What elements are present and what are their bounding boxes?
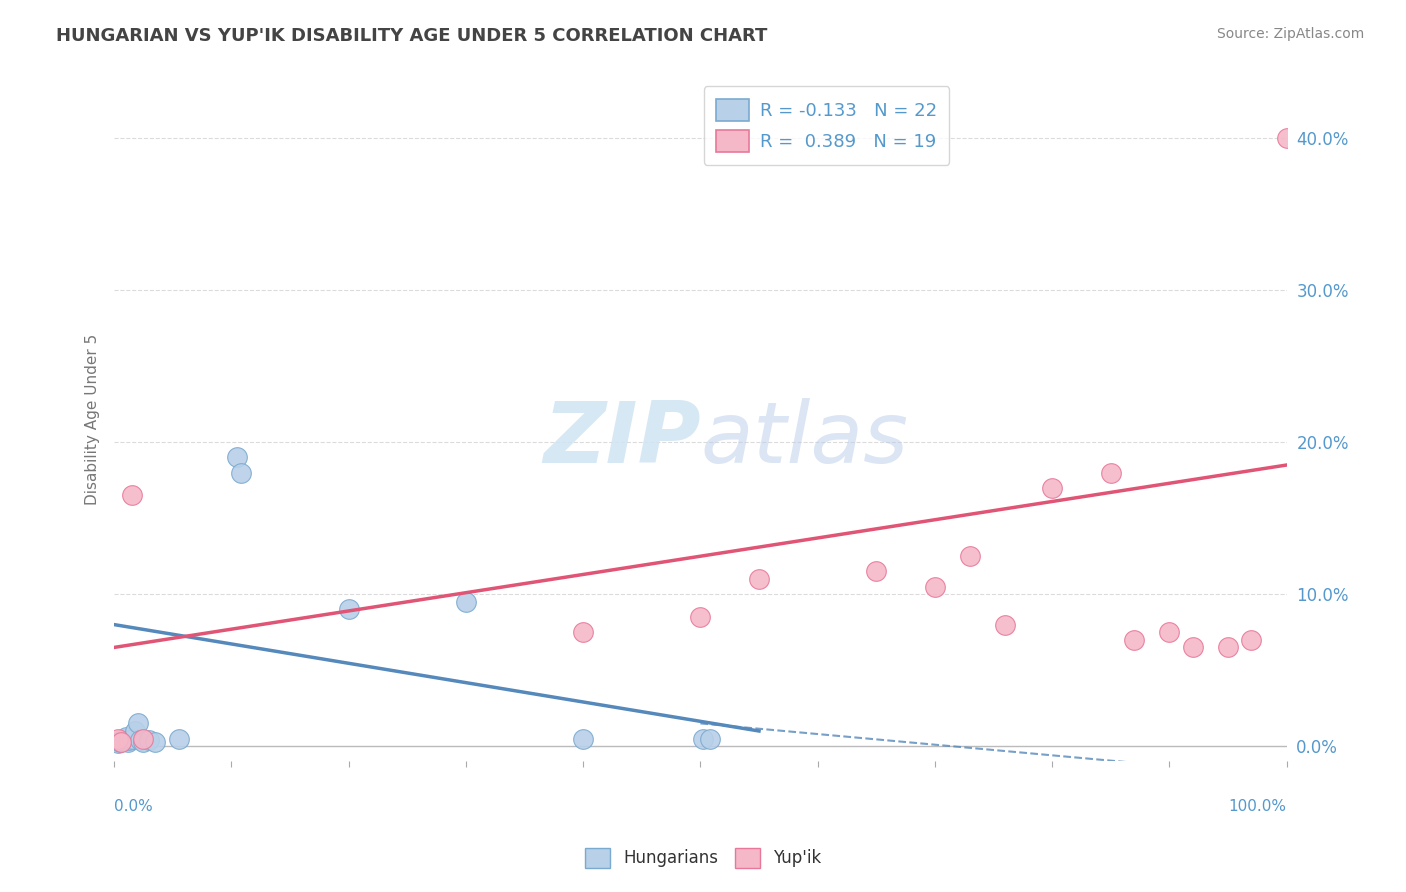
Text: Source: ZipAtlas.com: Source: ZipAtlas.com — [1216, 27, 1364, 41]
Point — [124, 724, 146, 739]
Text: 0.0%: 0.0% — [114, 799, 153, 814]
Point — [337, 602, 360, 616]
Point — [1240, 632, 1263, 647]
Point — [118, 733, 141, 747]
Point — [1123, 632, 1146, 647]
Point — [121, 488, 143, 502]
Point — [132, 731, 155, 746]
Point — [127, 716, 149, 731]
Y-axis label: Disability Age Under 5: Disability Age Under 5 — [86, 334, 100, 505]
Point — [689, 610, 711, 624]
Point — [129, 733, 152, 747]
Text: HUNGARIAN VS YUP'IK DISABILITY AGE UNDER 5 CORRELATION CHART: HUNGARIAN VS YUP'IK DISABILITY AGE UNDER… — [56, 27, 768, 45]
Point — [924, 580, 946, 594]
Point — [229, 466, 252, 480]
Point — [1216, 640, 1239, 655]
Point — [959, 549, 981, 564]
Point — [226, 450, 249, 465]
Point — [108, 734, 131, 748]
Point — [1275, 131, 1298, 145]
Point — [1181, 640, 1204, 655]
Text: ZIP: ZIP — [543, 399, 700, 482]
Point — [1159, 625, 1181, 640]
Point — [572, 731, 595, 746]
Point — [107, 731, 129, 746]
Point — [117, 734, 139, 748]
Point — [110, 734, 132, 748]
Point — [699, 731, 721, 746]
Point — [132, 734, 155, 748]
Point — [110, 733, 132, 747]
Legend: R = -0.133   N = 22, R =  0.389   N = 19: R = -0.133 N = 22, R = 0.389 N = 19 — [703, 87, 949, 165]
Point — [748, 572, 770, 586]
Point — [143, 734, 166, 748]
Point — [112, 731, 135, 746]
Point — [572, 625, 595, 640]
Point — [1099, 466, 1122, 480]
Point — [107, 736, 129, 750]
Point — [454, 595, 477, 609]
Text: 100.0%: 100.0% — [1229, 799, 1286, 814]
Point — [692, 731, 714, 746]
Legend: Hungarians, Yup'ik: Hungarians, Yup'ik — [578, 841, 828, 875]
Point — [1040, 481, 1063, 495]
Point — [167, 731, 190, 746]
Point — [138, 733, 160, 747]
Point — [115, 730, 138, 744]
Point — [994, 617, 1017, 632]
Point — [121, 731, 143, 746]
Point — [865, 565, 887, 579]
Text: atlas: atlas — [700, 399, 908, 482]
